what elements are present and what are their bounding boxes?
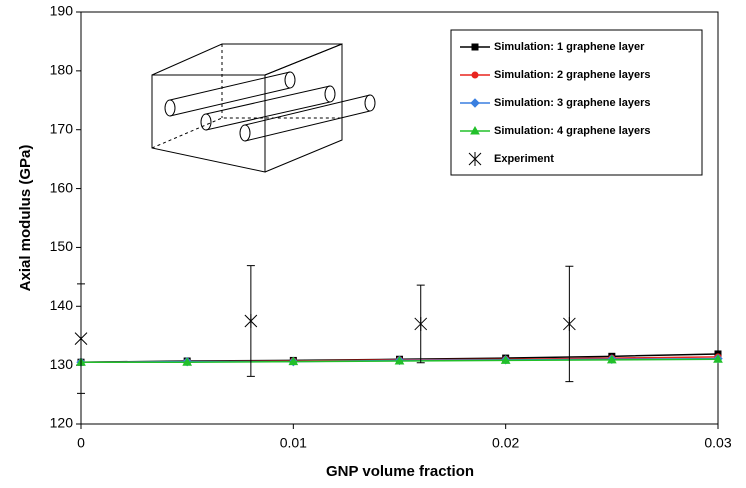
y-axis-label: Axial modulus (GPa) — [17, 145, 34, 292]
tube — [324, 85, 336, 103]
inset-side — [264, 43, 343, 173]
y-tick-label: 120 — [50, 415, 74, 431]
marker — [288, 356, 299, 366]
marker — [606, 354, 617, 364]
plot-frame — [80, 11, 719, 425]
tube — [169, 87, 291, 117]
legend-label: Simulation: 1 graphene layer — [494, 41, 645, 53]
tube — [205, 101, 331, 131]
y-tick-label: 130 — [50, 356, 74, 372]
x-tick-label: 0.02 — [492, 435, 519, 451]
x-tick-label: 0.03 — [704, 435, 731, 451]
tube — [205, 85, 331, 115]
legend-label: Simulation: 4 graphene layers — [494, 125, 651, 137]
marker — [394, 356, 405, 365]
y-tick-label: 160 — [50, 179, 74, 195]
legend-label: Simulation: 3 graphene layers — [494, 97, 651, 109]
x-tick-label: 0 — [77, 435, 85, 451]
inset-diagram — [151, 43, 376, 173]
tube — [284, 71, 296, 89]
legend: Simulation: 1 graphene layer Simulation: … — [450, 29, 703, 176]
tube — [364, 94, 376, 112]
marker — [500, 355, 511, 364]
y-tick-label: 150 — [50, 238, 74, 254]
marker — [563, 316, 576, 331]
inset-hidden — [151, 117, 342, 149]
marker — [182, 357, 193, 366]
tube — [244, 110, 371, 142]
legend-label: Simulation: 2 graphene layers — [494, 69, 651, 81]
y-tick-label: 190 — [50, 3, 74, 19]
x-axis-label: GNP volume fraction — [326, 463, 474, 480]
legend-label: Experiment — [494, 153, 554, 165]
marker — [74, 331, 88, 346]
legend-marker — [471, 43, 479, 51]
tube — [164, 99, 176, 117]
legend-marker — [470, 125, 480, 135]
marker — [414, 316, 428, 331]
tube — [244, 94, 371, 126]
legend-frame — [450, 29, 703, 176]
x-tick-label: 0.01 — [280, 435, 307, 451]
legend-marker — [470, 98, 480, 108]
legend-marker — [468, 152, 482, 166]
y-tick-label: 180 — [50, 62, 74, 78]
marker — [244, 314, 258, 328]
inset-top — [151, 43, 343, 76]
tube — [169, 71, 291, 101]
legend-marker — [471, 71, 479, 79]
y-tick-label: 140 — [50, 297, 74, 313]
tube — [200, 113, 212, 131]
tube — [239, 124, 251, 142]
y-tick-label: 170 — [50, 120, 74, 136]
marker — [713, 354, 723, 363]
